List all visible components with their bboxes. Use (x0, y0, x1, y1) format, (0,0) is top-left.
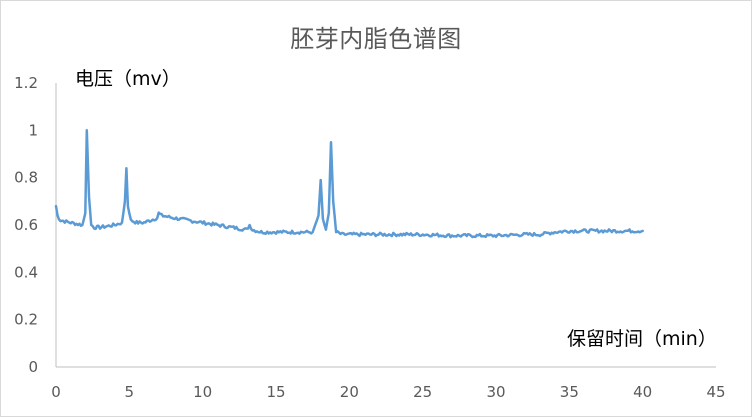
series-line-0 (54, 129, 644, 239)
x-tick-label-5: 25 (413, 383, 432, 401)
x-tick-label-9: 45 (706, 383, 725, 401)
y-tick-label-4: 0.8 (14, 169, 38, 187)
x-tick-label-8: 40 (633, 383, 652, 401)
y-tick-label-3: 0.6 (14, 216, 38, 234)
chart-title: 胚芽内脂色谱图 (290, 25, 462, 53)
y-axis-label: 电压（mv） (75, 68, 181, 90)
x-tick-label-7: 35 (560, 383, 579, 401)
x-tick-label-4: 20 (340, 383, 359, 401)
y-tick-label-0: 0 (28, 358, 38, 376)
y-tick-label-2: 0.4 (14, 263, 38, 281)
x-tick-label-6: 30 (486, 383, 505, 401)
x-tick-label-0: 0 (51, 383, 61, 401)
y-tick-label-1: 0.2 (14, 311, 38, 329)
x-axis-label: 保留时间（min） (567, 328, 717, 350)
y-tick-label-5: 1 (28, 121, 38, 139)
x-tick-label-2: 10 (193, 383, 212, 401)
y-tick-label-6: 1.2 (14, 74, 38, 92)
x-tick-label-3: 15 (266, 383, 285, 401)
x-tick-label-1: 5 (125, 383, 135, 401)
